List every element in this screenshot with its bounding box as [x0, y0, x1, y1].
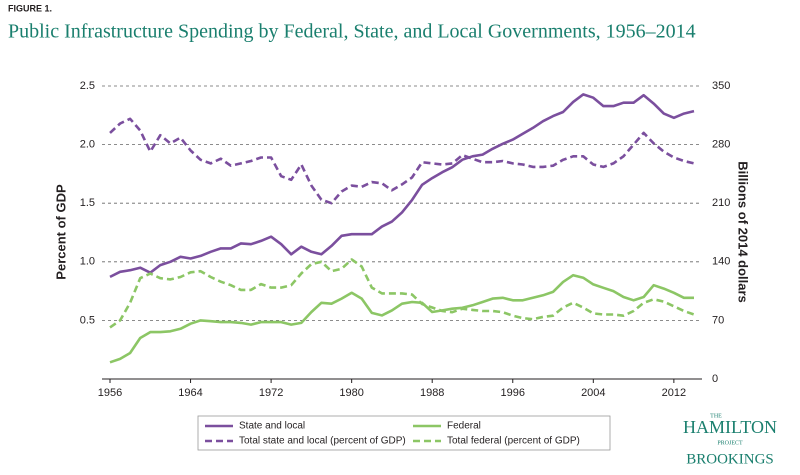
y-tick-label: 2.0: [80, 139, 95, 151]
y-tick-label: 1.0: [80, 256, 95, 268]
y2-tick-label: 0: [712, 373, 718, 385]
y2-tick-label: 350: [712, 80, 730, 92]
y2-tick-label: 70: [712, 314, 724, 326]
y-tick-label: 0.5: [80, 314, 95, 326]
x-tick-label: 2012: [662, 387, 686, 399]
legend-label: Federal: [447, 421, 481, 432]
figure-label: FIGURE 1.: [8, 3, 52, 13]
x-tick-label: 1956: [98, 387, 122, 399]
y-tick-label: 2.5: [80, 80, 95, 92]
brand-name: HAMILTON: [683, 417, 777, 437]
legend-label: Total federal (percent of GDP): [447, 436, 580, 447]
x-tick-label: 1996: [501, 387, 525, 399]
x-tick-label: 1964: [178, 387, 202, 399]
y2-tick-label: 210: [712, 197, 730, 209]
series-line: [109, 273, 694, 364]
legend-box: [197, 415, 611, 451]
series-line: [109, 93, 695, 279]
brand-project: PROJECT: [717, 440, 743, 446]
y2-axis-title: Billions of 2014 dollars: [736, 161, 751, 303]
series-line: [109, 258, 695, 329]
x-tick-label: 1988: [420, 387, 444, 399]
x-tick-label: 1980: [339, 387, 363, 399]
legend-label: Total state and local (percent of GDP): [239, 436, 406, 447]
y-tick-label: 1.5: [80, 197, 95, 209]
y2-tick-label: 280: [712, 139, 730, 151]
x-tick-label: 1972: [259, 387, 283, 399]
chart-title: Public Infrastructure Spending by Federa…: [8, 21, 696, 43]
y2-tick-label: 140: [712, 256, 730, 268]
y-axis-title: Percent of GDP: [53, 184, 68, 280]
brand-org: BROOKINGS: [686, 451, 774, 467]
brand-the: THE: [710, 413, 722, 419]
series-line: [109, 117, 695, 205]
x-tick-label: 2004: [581, 387, 605, 399]
legend-label: State and local: [239, 421, 305, 432]
